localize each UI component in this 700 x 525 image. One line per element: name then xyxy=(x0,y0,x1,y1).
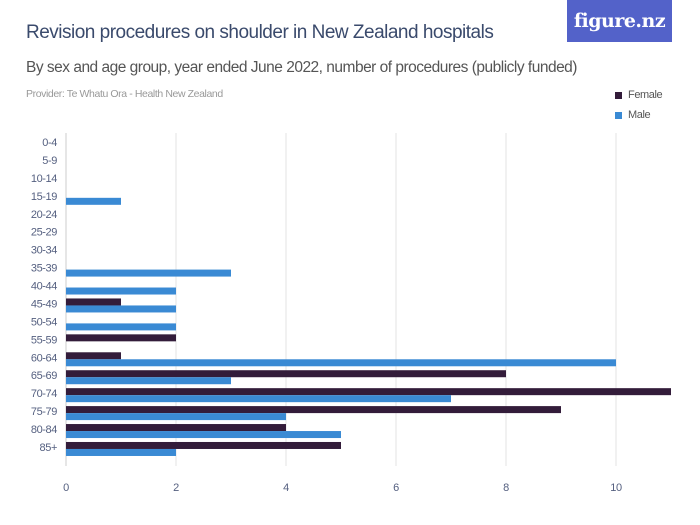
bar-female xyxy=(66,298,121,306)
bar-male xyxy=(66,359,616,367)
chart-subtitle: By sex and age group, year ended June 20… xyxy=(26,59,577,76)
bar-female xyxy=(66,424,286,432)
y-tick-label: 65-69 xyxy=(31,370,57,382)
bar-female xyxy=(66,406,561,414)
bar-female xyxy=(66,388,671,396)
legend-swatch-male xyxy=(615,111,622,119)
y-tick-label: 35-39 xyxy=(31,263,57,275)
legend: Female Male xyxy=(615,85,663,125)
bar-female xyxy=(66,441,341,449)
logo-text: figure.nz xyxy=(573,10,666,32)
y-tick-label: 50-54 xyxy=(31,316,57,328)
x-tick-label: 8 xyxy=(503,482,509,494)
y-tick-label: 40-44 xyxy=(31,281,57,293)
y-tick-label: 10-14 xyxy=(31,173,57,185)
bar-male xyxy=(66,413,286,421)
bar-male xyxy=(66,287,176,295)
y-tick-label: 30-34 xyxy=(31,245,57,257)
y-tick-label: 45-49 xyxy=(31,298,57,310)
legend-item-male: Male xyxy=(615,105,662,125)
y-tick-label: 60-64 xyxy=(31,352,57,364)
legend-swatch-female xyxy=(615,91,622,99)
y-tick-label: 5-9 xyxy=(42,155,57,167)
y-tick-label: 15-19 xyxy=(31,191,57,203)
bar-male xyxy=(66,395,451,403)
chart-provider: Provider: Te Whatu Ora - Health New Zeal… xyxy=(26,88,223,100)
bar-female xyxy=(66,352,121,360)
bar-male xyxy=(66,323,176,331)
x-tick-label: 2 xyxy=(173,482,179,494)
legend-label-female: Female xyxy=(628,89,663,101)
x-tick-label: 0 xyxy=(63,482,69,494)
bar-female xyxy=(66,370,506,378)
bar-male xyxy=(66,197,121,205)
legend-item-female: Female xyxy=(615,85,663,105)
y-tick-label: 0-4 xyxy=(42,137,57,149)
y-tick-label: 80-84 xyxy=(31,424,57,436)
y-tick-label: 85+ xyxy=(40,442,57,454)
x-tick-label: 4 xyxy=(283,482,289,494)
legend-label-male: Male xyxy=(628,109,651,121)
chart-title: Revision procedures on shoulder in New Z… xyxy=(26,22,494,43)
figure-nz-logo[interactable]: figure.nz xyxy=(567,0,672,42)
bar-male xyxy=(66,269,231,277)
x-tick-label: 6 xyxy=(393,482,399,494)
y-tick-label: 70-74 xyxy=(31,388,57,400)
bar-male xyxy=(66,305,176,313)
bar-female xyxy=(66,334,176,342)
x-tick-label: 10 xyxy=(610,482,622,494)
y-tick-label: 75-79 xyxy=(31,406,57,418)
y-tick-label: 20-24 xyxy=(31,209,57,221)
bar-male xyxy=(66,377,231,385)
bar-male xyxy=(66,431,341,439)
y-tick-label: 55-59 xyxy=(31,334,57,346)
bar-male xyxy=(66,448,176,456)
y-tick-label: 25-29 xyxy=(31,227,57,239)
